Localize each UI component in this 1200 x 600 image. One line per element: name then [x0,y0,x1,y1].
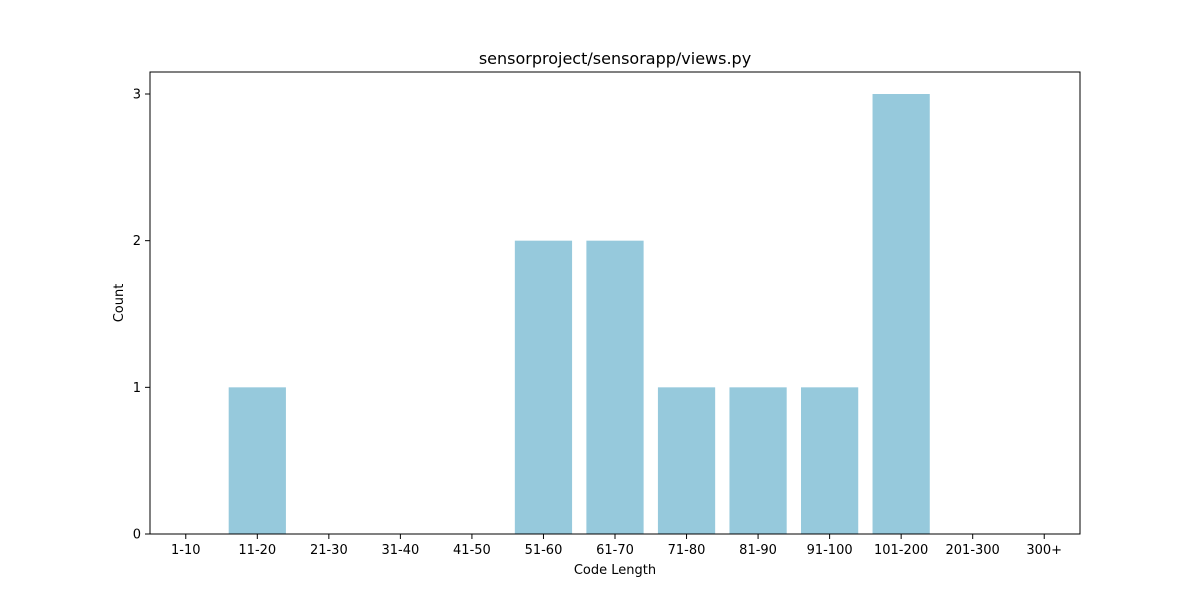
x-tick-label: 201-300 [946,543,1000,558]
y-tick-label: 1 [133,381,141,396]
bar-81-90 [729,387,787,534]
x-tick-label: 21-30 [310,543,348,558]
plot-frame [149,71,1081,535]
bar-91-100 [801,387,859,534]
bar-61-70 [586,240,644,534]
y-tick-label: 3 [133,88,141,103]
x-tick-label: 81-90 [739,543,777,558]
y-tick-label: 0 [133,528,141,543]
x-tick-label: 41-50 [453,543,491,558]
x-tick-label: 300+ [1026,543,1062,558]
x-tick-label: 91-100 [807,543,853,558]
y-axis-ticks: 0 1 2 3 [133,88,150,543]
bar-11-20 [228,387,286,534]
x-tick-label: 31-40 [381,543,419,558]
bars-group [228,94,930,534]
y-tick-label: 2 [133,234,141,249]
chart-title: sensorproject/sensorapp/views.py [479,49,751,68]
x-axis-title: Code Length [574,563,656,578]
y-axis-title: Count [112,284,127,323]
x-tick-label: 1-10 [171,543,201,558]
x-tick-label: 11-20 [238,543,276,558]
bar-71-80 [657,387,716,534]
x-tick-label: 61-70 [596,543,634,558]
bar-101-200 [872,94,930,534]
x-axis-ticks: 1-10 11-20 21-30 31-40 41-50 51-60 61-70 71-80 8… [171,534,1062,558]
x-tick-label: 71-80 [668,543,706,558]
bar-51-60 [514,240,573,534]
x-tick-label: 101-200 [874,543,928,558]
x-tick-label: 51-60 [525,543,563,558]
